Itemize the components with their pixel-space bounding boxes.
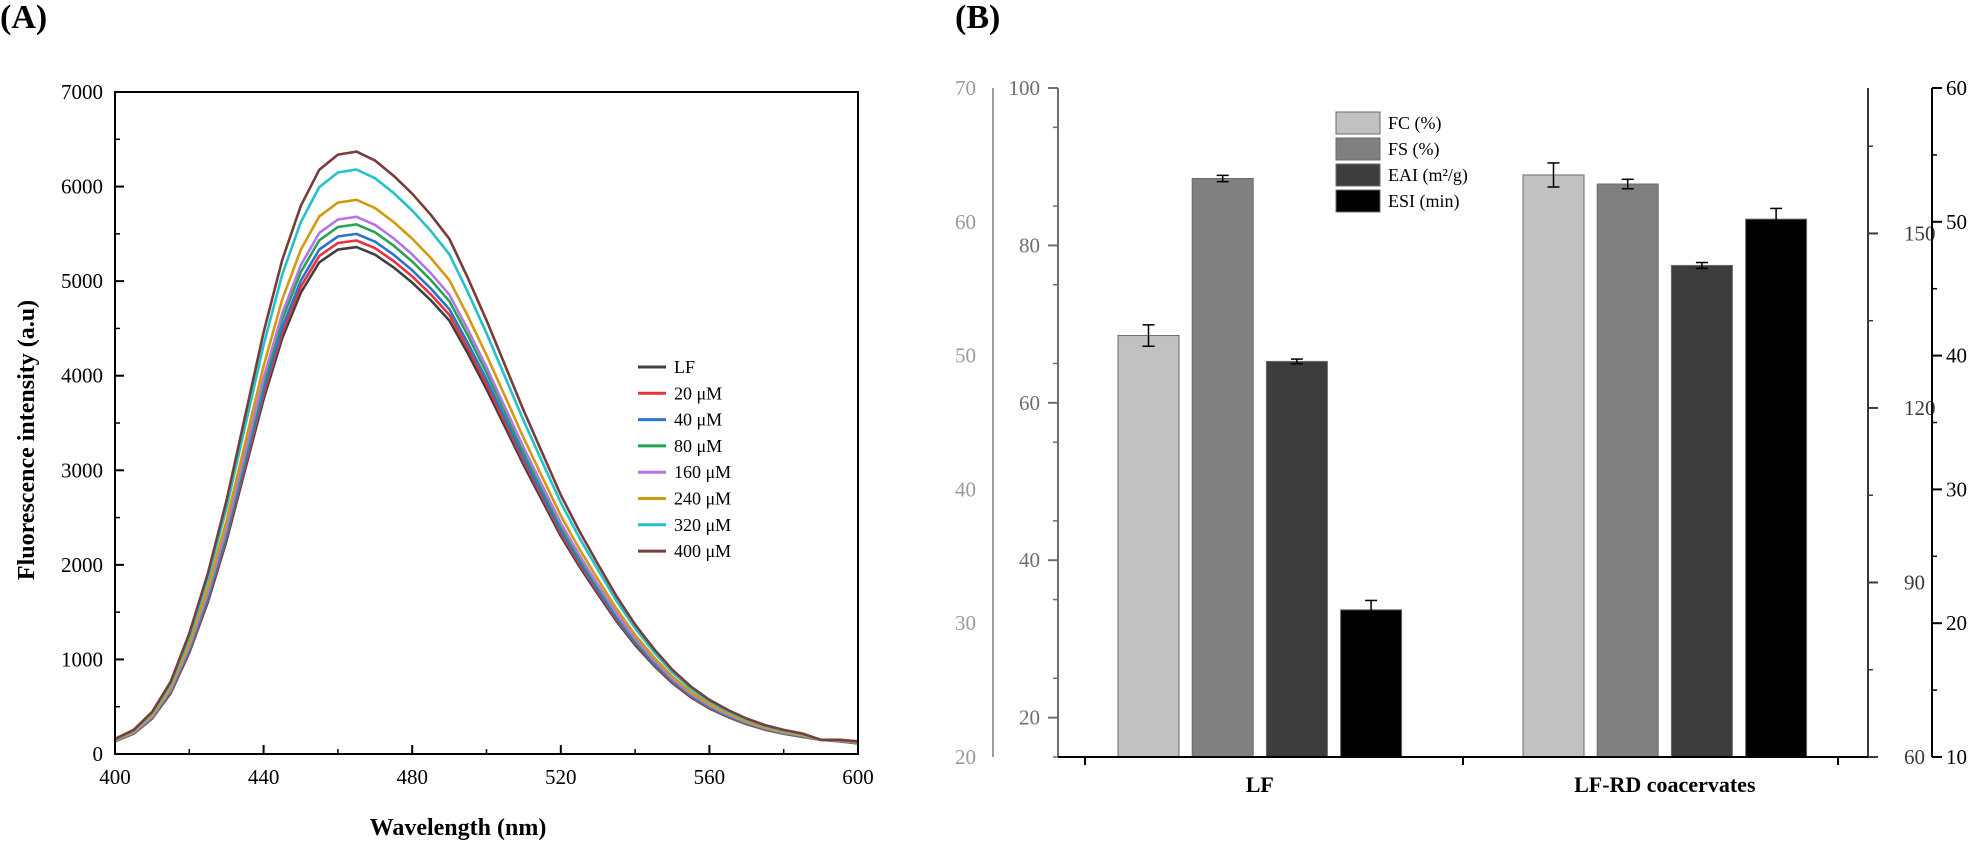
b-bar-fc [1522, 174, 1585, 758]
b-bar-fc [1117, 335, 1180, 758]
b-tick-label-left1: 60 [955, 210, 976, 234]
b-tick-label-left2: 60 [1019, 391, 1040, 415]
a-legend-label: LF [674, 357, 695, 377]
b-tick-label-right2: 10 [1946, 745, 1967, 769]
a-x-tick-label: 480 [396, 765, 428, 789]
a-legend-label: 240 μM [674, 489, 731, 509]
a-legend-label: 160 μM [674, 462, 731, 482]
panel-a: (A) Fluorescence intensity (a.u) Wavelen… [0, 0, 874, 841]
panel-b-axes: 20 30 40 50 60 70 20 40 60 80 100 60 90 120 150 10 20 30 4… [955, 76, 1967, 769]
a-series-line-320-m [114, 168, 859, 743]
panel-a-ticks: 400 440 480 520 560 6000100020003000400050006… [61, 80, 874, 789]
panel-b-label: (B) [955, 0, 1000, 36]
b-tick-label-left1: 70 [955, 76, 976, 100]
a-x-tick-label: 600 [842, 765, 874, 789]
panel-a-plot-frame [114, 91, 859, 755]
a-x-tick-label: 560 [694, 765, 726, 789]
b-bar-fs [1191, 178, 1254, 758]
b-legend-swatch [1335, 189, 1381, 213]
a-legend-label: 320 μM [674, 515, 731, 535]
b-tick-label-left2: 20 [1019, 706, 1040, 730]
b-tick-label-left2: 40 [1019, 548, 1040, 572]
panel-b-bars [1117, 162, 1808, 758]
a-x-tick-label: 520 [545, 765, 577, 789]
b-legend-swatch [1335, 111, 1381, 135]
a-y-tick-label: 2000 [61, 553, 103, 577]
b-legend-label: ESI (min) [1388, 191, 1460, 212]
b-tick-label-left1: 50 [955, 344, 976, 368]
b-legend-swatch [1335, 137, 1381, 161]
b-legend-label: EAI (m²/g) [1388, 165, 1468, 186]
b-tick-label-right2: 30 [1946, 477, 1967, 501]
a-series-line-20-m [114, 239, 859, 745]
a-x-tick-label: 440 [248, 765, 280, 789]
panel-a-label: (A) [0, 0, 47, 36]
panel-b-legend: FC (%) FS (%) EAI (m²/g) ESI (min) [1335, 111, 1468, 213]
a-y-tick-label: 5000 [61, 269, 103, 293]
b-tick-label-left1: 20 [955, 745, 976, 769]
b-tick-label-left2: 80 [1019, 233, 1040, 257]
a-series-line-240-m [114, 198, 859, 744]
b-tick-label-right1: 120 [1904, 396, 1936, 420]
b-category-label: LF-RD coacervates [1574, 772, 1756, 797]
b-tick-label-right1: 60 [1904, 745, 1925, 769]
a-legend-label: 400 μM [674, 541, 731, 561]
b-bar-eai-m-g [1265, 360, 1328, 758]
b-tick-label-right1: 90 [1904, 570, 1925, 594]
b-bar-esi-min [1745, 218, 1808, 758]
a-y-tick-label: 4000 [61, 364, 103, 388]
b-legend-swatch [1335, 163, 1381, 187]
panel-a-legend: LF 20 μM 40 μM 80 μM 160 μM 240 μM 320 μM 400 μ… [638, 357, 731, 561]
panel-b-category-labels: LF LF-RD coacervates [1246, 772, 1756, 797]
a-series-line-160-m [114, 215, 859, 744]
b-tick-label-right2: 60 [1946, 76, 1967, 100]
b-category-label: LF [1246, 772, 1274, 797]
a-y-tick-label: 1000 [61, 647, 103, 671]
a-y-tick-label: 0 [93, 742, 104, 766]
panel-a-lines [114, 150, 859, 745]
a-series-line-80-m [114, 223, 859, 745]
a-y-tick-label: 3000 [61, 458, 103, 482]
b-tick-label-left1: 40 [955, 477, 976, 501]
a-x-tick-label: 400 [99, 765, 131, 789]
b-legend-label: FS (%) [1388, 139, 1440, 160]
b-legend-label: FC (%) [1388, 113, 1442, 134]
a-y-tick-label: 7000 [61, 80, 103, 104]
b-tick-label-right1: 150 [1904, 221, 1936, 245]
b-bar-fs [1596, 183, 1659, 758]
a-legend-label: 20 μM [674, 383, 722, 403]
a-series-line-40-m [114, 232, 859, 745]
panel-a-x-axis-title: Wavelength (nm) [370, 815, 547, 841]
panel-a-y-axis-title: Fluorescence intensity (a.u) [14, 300, 40, 580]
panel-b: (B) 203040506070204060801006090120150102… [955, 0, 1967, 797]
b-tick-label-left2: 100 [1009, 76, 1041, 100]
a-y-tick-label: 6000 [61, 175, 103, 199]
b-tick-label-right2: 50 [1946, 210, 1967, 234]
b-tick-label-right2: 40 [1946, 344, 1967, 368]
a-legend-label: 80 μM [674, 436, 722, 456]
a-series-line-400-m [114, 150, 859, 743]
a-legend-label: 40 μM [674, 410, 722, 430]
b-bar-esi-min [1340, 609, 1403, 758]
b-tick-label-left1: 30 [955, 611, 976, 635]
b-tick-label-right2: 20 [1946, 611, 1967, 635]
b-bar-eai-m-g [1670, 264, 1733, 758]
